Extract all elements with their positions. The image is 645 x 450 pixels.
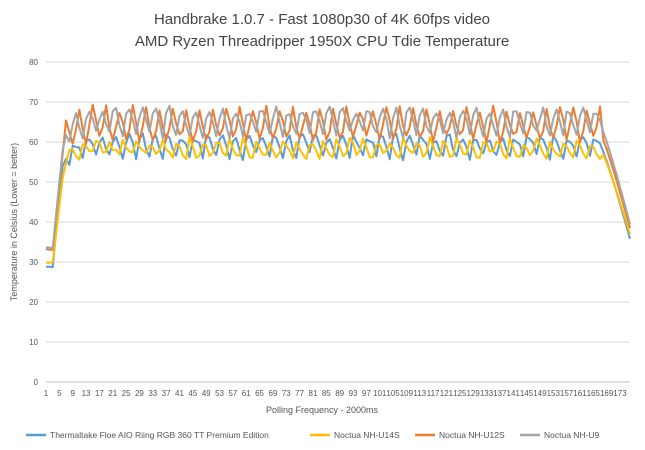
x-tick-label: 137	[493, 389, 507, 398]
x-tick-label: 169	[600, 389, 614, 398]
x-axis-label: Polling Frequency - 2000ms	[266, 405, 379, 415]
x-tick-label: 93	[349, 389, 358, 398]
x-tick-label: 9	[70, 389, 75, 398]
x-tick-label: 161	[573, 389, 587, 398]
legend-label-3: Noctua NH-U9	[544, 430, 600, 440]
x-tick-label: 21	[108, 389, 117, 398]
legend-label-2: Noctua NH-U12S	[439, 430, 505, 440]
x-tick-label: 57	[228, 389, 237, 398]
x-tick-label: 149	[533, 389, 547, 398]
y-tick-label: 20	[29, 298, 38, 307]
x-tick-label: 97	[362, 389, 371, 398]
x-tick-label: 61	[242, 389, 251, 398]
y-tick-label: 70	[29, 98, 38, 107]
x-tick-label: 77	[295, 389, 304, 398]
series-line-0	[45, 132, 631, 269]
y-axis-ticks: 0 10 20 30 40 50 60 70 80	[29, 58, 38, 387]
x-tick-label: 157	[560, 389, 574, 398]
x-tick-label: 101	[373, 389, 387, 398]
x-tick-label: 5	[57, 389, 62, 398]
x-tick-label: 29	[135, 389, 144, 398]
x-tick-label: 1	[44, 389, 49, 398]
x-tick-label: 49	[202, 389, 211, 398]
legend-label-0: Thermaltake Floe AIO Riing RGB 360 TT Pr…	[50, 430, 269, 440]
x-tick-label: 133	[480, 389, 494, 398]
x-tick-label: 17	[95, 389, 104, 398]
x-tick-label: 117	[427, 389, 440, 398]
x-tick-label: 109	[400, 389, 414, 398]
y-axis-label: Temperature in Celsius (Lower = better)	[9, 143, 19, 301]
x-tick-label: 69	[268, 389, 277, 398]
x-tick-label: 53	[215, 389, 224, 398]
x-tick-label: 81	[309, 389, 318, 398]
x-tick-label: 145	[520, 389, 534, 398]
legend-label-1: Noctua NH-U14S	[334, 430, 400, 440]
x-tick-label: 25	[122, 389, 131, 398]
x-tick-label: 73	[282, 389, 291, 398]
x-tick-label: 65	[255, 389, 264, 398]
x-tick-label: 89	[335, 389, 344, 398]
x-tick-label: 37	[162, 389, 171, 398]
chart-title: Handbrake 1.0.7 - Fast 1080p30 of 4K 60f…	[154, 11, 490, 28]
series-line-1	[45, 136, 631, 264]
y-tick-label: 50	[29, 178, 38, 187]
x-axis-ticks: 1 5 9 13 17 21 25 29 33 37 41 45 49 53 57 61 65 69 73 77 81 8…	[44, 389, 627, 398]
chart-legend: Thermaltake Floe AIO Riing RGB 360 TT Pr…	[26, 430, 600, 440]
series-lines	[45, 103, 631, 269]
x-tick-label: 129	[466, 389, 480, 398]
x-tick-label: 173	[613, 389, 627, 398]
x-tick-label: 153	[547, 389, 561, 398]
x-tick-label: 13	[82, 389, 91, 398]
y-tick-label: 30	[29, 258, 38, 267]
x-tick-label: 105	[386, 389, 400, 398]
x-tick-label: 113	[413, 389, 426, 398]
y-tick-label: 40	[29, 218, 38, 227]
x-tick-label: 165	[587, 389, 601, 398]
chart-subtitle: AMD Ryzen Threadripper 1950X CPU Tdie Te…	[135, 33, 509, 50]
x-tick-label: 33	[148, 389, 157, 398]
y-tick-label: 10	[29, 338, 38, 347]
x-tick-label: 121	[440, 389, 454, 398]
y-tick-label: 0	[34, 378, 39, 387]
x-tick-label: 125	[453, 389, 467, 398]
y-tick-label: 80	[29, 58, 38, 67]
x-tick-label: 41	[175, 389, 184, 398]
x-tick-label: 85	[322, 389, 331, 398]
y-tick-label: 60	[29, 138, 38, 147]
x-tick-label: 141	[507, 389, 521, 398]
x-tick-label: 45	[188, 389, 197, 398]
gridlines	[46, 61, 630, 383]
series-line-3	[45, 104, 631, 250]
